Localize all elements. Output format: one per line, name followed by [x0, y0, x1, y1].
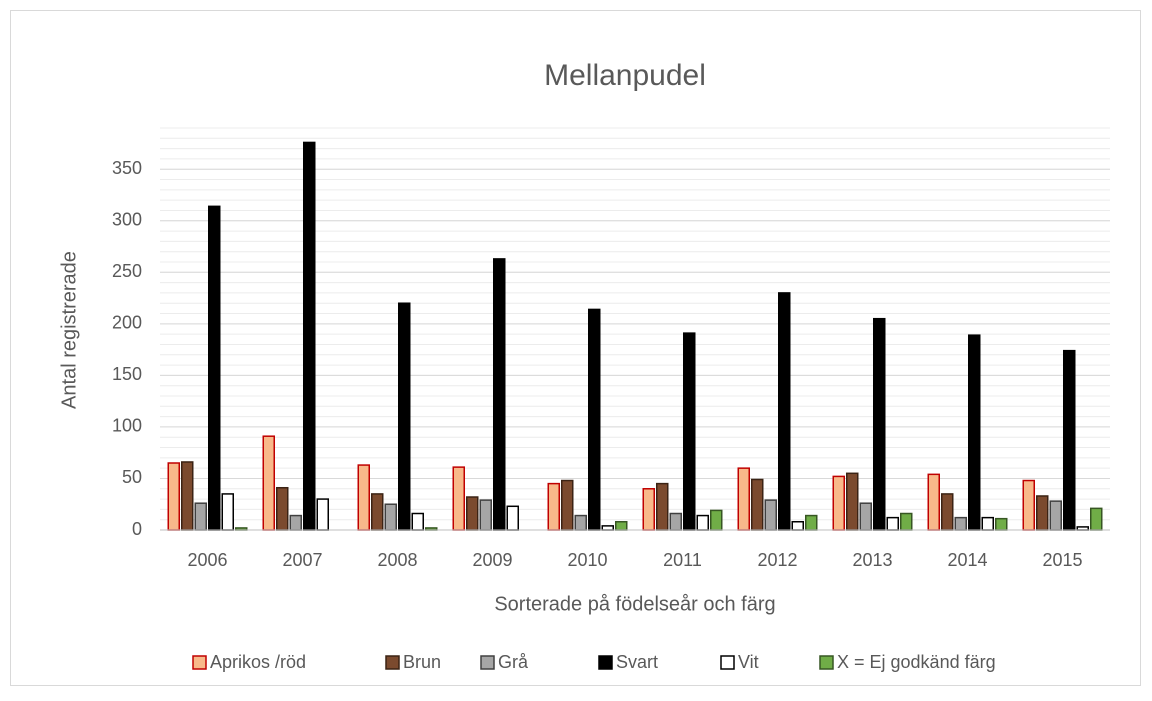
legend-label: Brun: [403, 652, 441, 672]
legend-label: Grå: [498, 652, 529, 672]
bar: [669, 512, 682, 531]
legend-swatch: [480, 655, 495, 670]
bar: [642, 488, 655, 531]
bar: [493, 258, 506, 531]
bar: [181, 461, 194, 531]
bar: [208, 205, 221, 531]
bar: [656, 482, 669, 531]
bar: [506, 505, 519, 531]
bar: [452, 466, 465, 531]
y-tick-label: 0: [132, 519, 142, 539]
bar: [601, 525, 614, 531]
legend-label: X = Ej godkänd färg: [837, 652, 996, 672]
x-tick-label: 2014: [947, 550, 987, 570]
bar: [574, 514, 587, 531]
bar: [683, 332, 696, 531]
x-tick-label: 2012: [757, 550, 797, 570]
x-tick-label: 2011: [663, 550, 702, 570]
legend-swatch: [192, 655, 207, 670]
x-axis-label: Sorterade på födelseår och färg: [494, 593, 775, 615]
bar: [371, 493, 384, 531]
bar: [927, 473, 940, 531]
bar: [411, 512, 424, 531]
bar: [221, 493, 234, 531]
bar: [900, 512, 913, 531]
y-tick-label: 100: [112, 416, 142, 436]
x-tick-label: 2015: [1042, 550, 1082, 570]
bar: [1063, 349, 1076, 531]
y-axis-label: Antal registrerade: [58, 251, 80, 409]
legend-label: Vit: [738, 652, 759, 672]
bar: [1090, 507, 1103, 531]
x-tick-label: 2008: [377, 550, 417, 570]
bar: [194, 502, 207, 531]
bar: [737, 467, 750, 531]
bar: [981, 516, 994, 531]
y-tick-label: 150: [112, 364, 142, 384]
bar: [805, 514, 818, 531]
bar: [968, 334, 981, 531]
legend-swatch: [720, 655, 735, 670]
bar: [859, 502, 872, 531]
x-tick-label: 2007: [282, 550, 322, 570]
bar: [384, 503, 397, 531]
bar: [886, 516, 899, 531]
legend-swatch: [385, 655, 400, 670]
bar: [832, 475, 845, 531]
y-tick-label: 250: [112, 261, 142, 281]
bar: [479, 499, 492, 531]
bar: [466, 496, 479, 531]
bar: [398, 302, 411, 531]
bar: [289, 514, 302, 531]
bar: [696, 514, 709, 531]
bar: [615, 521, 628, 531]
x-tick-label: 2009: [472, 550, 512, 570]
bar: [873, 317, 886, 531]
bar: [357, 464, 370, 531]
bar: [751, 478, 764, 531]
x-tick-label: 2013: [852, 550, 892, 570]
legend-swatch: [819, 655, 834, 670]
legend-label: Aprikos /röd: [210, 652, 306, 672]
y-tick-label: 50: [122, 467, 142, 487]
chart-title: Mellanpudel: [544, 59, 706, 92]
bar: [791, 521, 804, 531]
bar: [588, 308, 601, 531]
x-tick-label: 2006: [187, 550, 227, 570]
y-tick-label: 200: [112, 313, 142, 333]
bar: [547, 482, 560, 531]
bar: [954, 516, 967, 531]
bar: [710, 509, 723, 531]
bar: [316, 498, 329, 531]
bar: [778, 292, 791, 531]
bar: [764, 499, 777, 531]
bar: [1022, 479, 1035, 531]
y-tick-label: 300: [112, 210, 142, 230]
bar: [262, 435, 275, 531]
bar: [1049, 500, 1062, 531]
bar: [276, 486, 289, 531]
bar: [303, 141, 316, 531]
bar: [995, 517, 1008, 531]
bar: [846, 472, 859, 531]
legend-swatch: [598, 655, 613, 670]
bar: [1036, 495, 1049, 531]
bar: [561, 479, 574, 531]
chart-border: [10, 10, 1141, 686]
y-tick-label: 350: [112, 158, 142, 178]
legend-label: Svart: [616, 652, 658, 672]
x-tick-label: 2010: [567, 550, 607, 570]
bar: [167, 462, 180, 531]
bar: [941, 493, 954, 531]
